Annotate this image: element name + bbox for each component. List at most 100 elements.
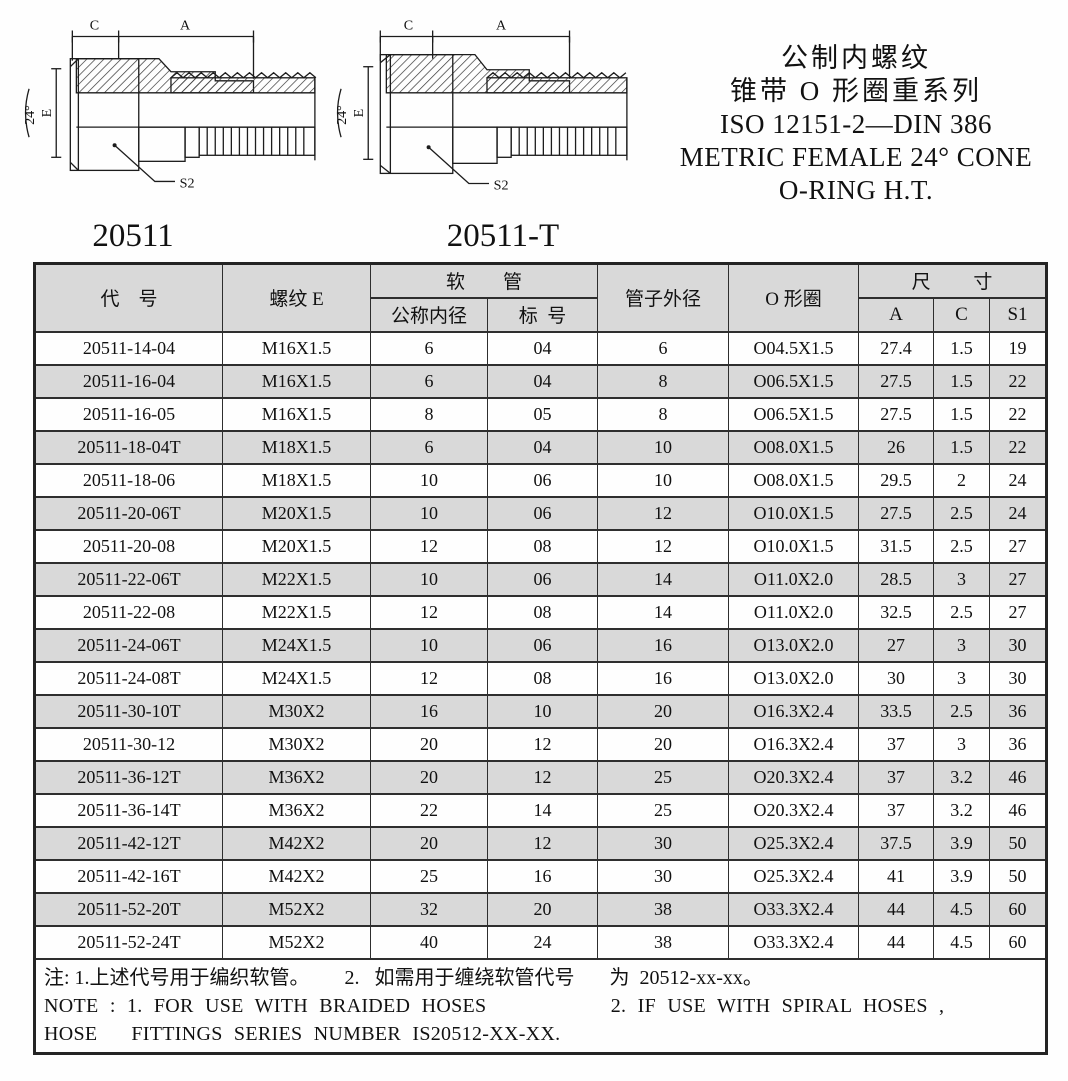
table-cell: 6: [370, 330, 488, 366]
table-cell: O06.5X1.5: [728, 396, 860, 432]
table-cell: 3.9: [933, 825, 991, 861]
table-cell: 20511-20-06T: [34, 495, 223, 531]
header-dim-s1: S1: [989, 296, 1048, 333]
table-header: 代 号 螺纹 E 软 管 管子外径 O 形圈 尺 寸 公称内径 标 号 A C …: [34, 262, 1048, 333]
table-cell: M24X1.5: [222, 627, 371, 663]
table-cell: 36: [989, 726, 1048, 762]
header-hose-dash: 标 号: [486, 296, 599, 333]
title-zh-line1: 公制内螺纹: [781, 43, 931, 73]
table-cell: 6: [597, 330, 730, 366]
table-cell: 1.5: [933, 330, 991, 366]
table-cell: 16: [486, 858, 599, 894]
series-number-left: 20511: [92, 218, 174, 254]
table-cell: 3.2: [933, 759, 991, 795]
table-cell: 2.5: [933, 528, 991, 564]
table-row: 20511-18-06 M18X1.5 10 06 10 O08.0X1.5 29.5 2 24: [34, 462, 1048, 498]
table-row: 20511-36-14T M36X2 22 14 25 O20.3X2.4 37 3.2 46: [34, 792, 1048, 828]
table-cell: 38: [597, 891, 730, 927]
table-cell: 2.5: [933, 693, 991, 729]
header-thread-e: 螺纹 E: [222, 262, 371, 333]
table-cell: 22: [989, 363, 1048, 399]
table-cell: 12: [597, 495, 730, 531]
angle-24-label: 24°: [334, 105, 350, 125]
table-row: 20511-20-08 M20X1.5 12 08 12 O10.0X1.5 31.5 2.5…: [34, 528, 1048, 564]
table-cell: 20511-20-08: [34, 528, 223, 564]
note-line-en-1: NOTE : 1. FOR USE WITH BRAIDED HOSES 2. …: [44, 994, 945, 1017]
table-cell: 16: [597, 627, 730, 663]
table-cell: 50: [989, 858, 1048, 894]
table-cell: 16: [370, 693, 488, 729]
table-cell: 10: [370, 495, 488, 531]
table-cell: 04: [486, 363, 599, 399]
table-row: 20511-22-06T M22X1.5 10 06 14 O11.0X2.0 28.5 3 2…: [34, 561, 1048, 597]
table-cell: 06: [486, 627, 599, 663]
table-cell: 24: [486, 924, 599, 960]
table-cell: 26: [858, 429, 935, 465]
table-cell: 4.5: [933, 891, 991, 927]
table-cell: M42X2: [222, 858, 371, 894]
table-cell: O08.0X1.5: [728, 462, 860, 498]
table-cell: M36X2: [222, 792, 371, 828]
table-row: 20511-30-12 M30X2 20 12 20 O16.3X2.4 37 3 36: [34, 726, 1048, 762]
table-cell: M30X2: [222, 693, 371, 729]
title-en-line1: METRIC FEMALE 24° CONE: [679, 142, 1033, 172]
table-row: 20511-52-20T M52X2 32 20 38 O33.3X2.4 44 4.5 60: [34, 891, 1048, 927]
table-cell: 20: [597, 726, 730, 762]
table-cell: 1.5: [933, 429, 991, 465]
table-cell: 20511-36-12T: [34, 759, 223, 795]
table-cell: 22: [989, 396, 1048, 432]
table-cell: 25: [370, 858, 488, 894]
spec-table: 代 号 螺纹 E 软 管 管子外径 O 形圈 尺 寸 公称内径 标 号 A C …: [33, 262, 1049, 1055]
table-cell: 40: [370, 924, 488, 960]
table-cell: 20511-42-16T: [34, 858, 223, 894]
table-cell: 20511-18-06: [34, 462, 223, 498]
table-cell: 2: [933, 462, 991, 498]
header-dim-c: C: [933, 296, 991, 333]
table-cell: 20511-52-24T: [34, 924, 223, 960]
table-cell: 08: [486, 594, 599, 630]
header-hose-id: 公称内径: [370, 296, 488, 333]
table-cell: 10: [486, 693, 599, 729]
dim-a-label: A: [496, 17, 507, 33]
table-cell: 32.5: [858, 594, 935, 630]
table-cell: 28.5: [858, 561, 935, 597]
table-cell: 04: [486, 429, 599, 465]
table-cell: 50: [989, 825, 1048, 861]
table-row: 20511-24-06T M24X1.5 10 06 16 O13.0X2.0 27 3 30: [34, 627, 1048, 663]
table-cell: 8: [597, 396, 730, 432]
table-cell: 10: [597, 429, 730, 465]
table-cell: 19: [989, 330, 1048, 366]
table-cell: 22: [989, 429, 1048, 465]
table-row: 20511-52-24T M52X2 40 24 38 O33.3X2.4 44 4.5 60: [34, 924, 1048, 960]
table-cell: 30: [989, 660, 1048, 696]
title-zh-line2: 锥带 O 形圈重系列: [730, 76, 982, 106]
table-cell: 4.5: [933, 924, 991, 960]
s2-label: S2: [494, 178, 509, 194]
table-cell: 20511-18-04T: [34, 429, 223, 465]
table-cell: O13.0X2.0: [728, 627, 860, 663]
table-cell: 46: [989, 759, 1048, 795]
table-cell: M42X2: [222, 825, 371, 861]
table-cell: 20511-30-12: [34, 726, 223, 762]
table-cell: 24: [989, 495, 1048, 531]
table-row: 20511-20-06T M20X1.5 10 06 12 O10.0X1.5 27.5 2.…: [34, 495, 1048, 531]
title-block: 公制内螺纹 锥带 O 形圈重系列 ISO 12151-2—DIN 386 MET…: [652, 42, 1060, 207]
table-cell: M16X1.5: [222, 396, 371, 432]
table-cell: M22X1.5: [222, 561, 371, 597]
table-row: 20511-36-12T M36X2 20 12 25 O20.3X2.4 37 3.2 46: [34, 759, 1048, 795]
table-cell: M20X1.5: [222, 528, 371, 564]
table-cell: 12: [597, 528, 730, 564]
table-cell: 30: [858, 660, 935, 696]
table-cell: 36: [989, 693, 1048, 729]
table-cell: 10: [370, 561, 488, 597]
table-cell: O10.0X1.5: [728, 528, 860, 564]
table-cell: 20511-24-08T: [34, 660, 223, 696]
table-cell: 08: [486, 660, 599, 696]
table-cell: 37: [858, 759, 935, 795]
table-cell: O33.3X2.4: [728, 924, 860, 960]
table-cell: 12: [370, 528, 488, 564]
table-cell: 2.5: [933, 495, 991, 531]
table-row: 20511-14-04 M16X1.5 6 04 6 O04.5X1.5 27.4 1.5 19: [34, 330, 1048, 366]
table-cell: 27: [989, 561, 1048, 597]
table-cell: O25.3X2.4: [728, 858, 860, 894]
